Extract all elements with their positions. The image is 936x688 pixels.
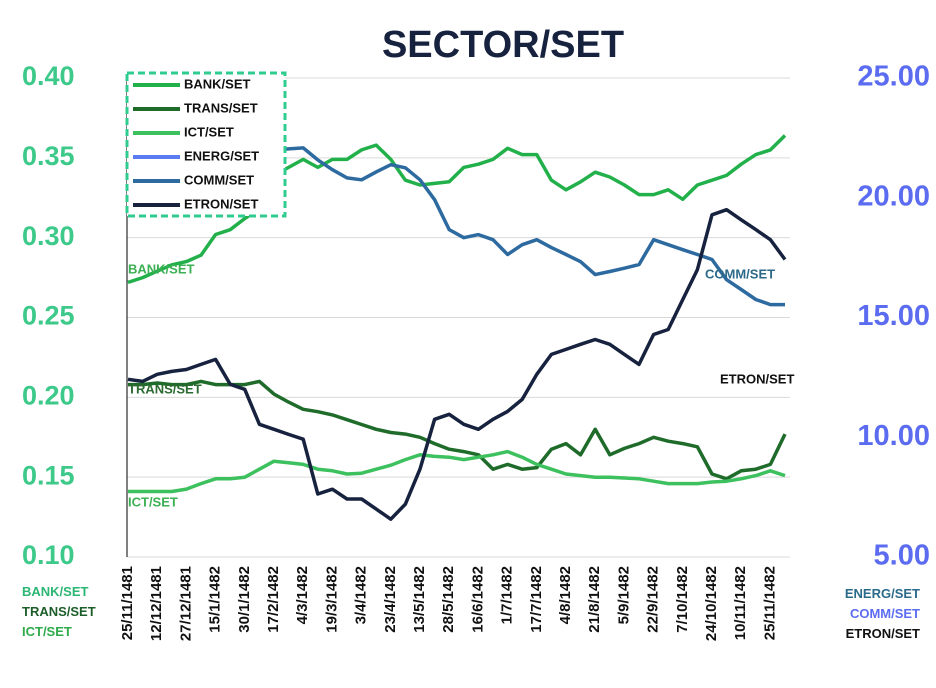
x-tick-label: 28/5/1482 bbox=[440, 566, 457, 633]
x-tick-label: 21/8/1482 bbox=[586, 566, 603, 633]
annotation: ICT/SET bbox=[128, 494, 178, 509]
y2-tick-label: 15.00 bbox=[857, 300, 930, 332]
x-tick-label: 12/12/1481 bbox=[148, 566, 165, 641]
y2-axis-label-line: ETRON/SET bbox=[845, 626, 920, 641]
y-tick-label: 0.25 bbox=[22, 301, 75, 331]
y-tick-label: 0.35 bbox=[22, 141, 75, 171]
x-tick-label: 17/7/1482 bbox=[528, 566, 545, 633]
legend-box bbox=[125, 71, 287, 218]
x-tick-label: 22/9/1482 bbox=[645, 566, 662, 633]
series-line bbox=[127, 134, 787, 285]
x-tick-label: 10/11/1482 bbox=[732, 566, 749, 640]
y2-axis-label-line: COMM/SET bbox=[849, 606, 920, 621]
y2-tick-label: 20.00 bbox=[857, 180, 930, 212]
x-tick-label: 1/7/1482 bbox=[499, 566, 516, 624]
y2-axis-label-line: ENERG/SET bbox=[844, 586, 920, 601]
x-tick-label: 7/10/1482 bbox=[674, 566, 691, 633]
y2-tick-label: 5.00 bbox=[874, 540, 930, 572]
x-tick-label: 5/9/1482 bbox=[615, 566, 632, 624]
y-tick-label: 0.10 bbox=[22, 540, 75, 570]
x-tick-label: 15/1/1482 bbox=[207, 566, 224, 633]
x-tick-label: 19/3/1482 bbox=[323, 566, 340, 633]
annotation: COMM/SET bbox=[705, 266, 775, 281]
legend: BANK/SET TRANS/SET ICT/SET ENERG/SET COMM/SE… bbox=[125, 71, 287, 218]
annotation: ETRON/SET bbox=[720, 371, 794, 386]
series-line bbox=[128, 449, 786, 494]
y-tick-label: 0.15 bbox=[22, 460, 75, 490]
x-tick-label: 27/12/1481 bbox=[177, 566, 194, 641]
x-tick-label: 3/4/1482 bbox=[353, 566, 370, 624]
x-tick-label: 30/1/1482 bbox=[236, 566, 253, 633]
x-tick-label: 17/2/1482 bbox=[265, 566, 282, 633]
chart-title: SECTOR/SET bbox=[382, 24, 624, 66]
y-axis-label: BANK/SET TRANS/SET ICT/SET bbox=[22, 582, 96, 642]
y-axis-label-line: TRANS/SET bbox=[22, 604, 96, 619]
y-tick-label: 0.40 bbox=[22, 61, 75, 91]
x-tick-label: 23/4/1482 bbox=[382, 566, 399, 633]
legend-label: COMM/SET bbox=[184, 172, 254, 187]
y2-axis-label: ENERG/SET COMM/SET ETRON/SET bbox=[836, 584, 920, 644]
y2-tick-label: 10.00 bbox=[857, 420, 930, 452]
y2-tick-label: 25.00 bbox=[857, 61, 930, 93]
x-tick-label: 13/5/1482 bbox=[411, 566, 428, 633]
y-tick-label: 0.20 bbox=[22, 380, 75, 410]
series-line bbox=[127, 207, 787, 521]
x-tick-label: 25/11/1482 bbox=[761, 566, 778, 640]
x-tick-label: 24/10/1482 bbox=[703, 566, 720, 641]
y-axis-label-line: BANK/SET bbox=[22, 584, 89, 599]
x-tick-label: 4/3/1482 bbox=[294, 566, 311, 624]
x-tick-label: 4/8/1482 bbox=[557, 566, 574, 624]
annotation: BANK/SET bbox=[128, 261, 195, 276]
legend-label: ETRON/SET bbox=[184, 196, 258, 211]
legend-label: ENERG/SET bbox=[184, 148, 259, 163]
legend-label: ICT/SET bbox=[184, 124, 234, 139]
legend-label: TRANS/SET bbox=[184, 100, 258, 115]
x-tick-label: 16/6/1482 bbox=[469, 566, 486, 633]
x-tick-label: 25/11/1481 bbox=[119, 566, 136, 640]
series-line bbox=[128, 379, 787, 481]
y-tick-label: 0.30 bbox=[22, 221, 75, 251]
legend-label: BANK/SET bbox=[184, 76, 251, 91]
y-axis-label-line: ICT/SET bbox=[22, 624, 72, 639]
annotation: TRANS/SET bbox=[128, 381, 202, 396]
